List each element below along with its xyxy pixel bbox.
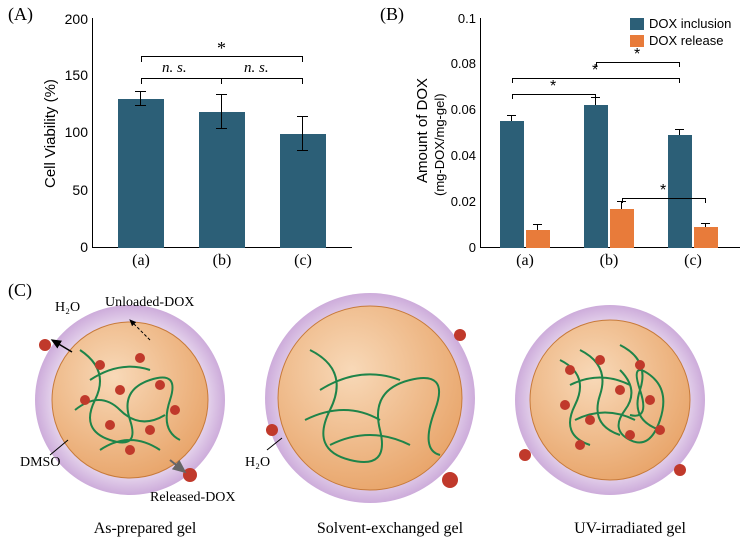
cat-b-2: (c): [678, 252, 708, 270]
legend-rel-label: DOX release: [649, 33, 723, 48]
sig-a-ns1: n. s.: [162, 60, 187, 77]
sig-a-ns2: n. s.: [244, 60, 269, 77]
bar-b-inc-1: [584, 105, 608, 248]
ytick-b-1: 0.02: [438, 194, 476, 209]
cat-b-1: (b): [594, 252, 624, 270]
sig-b-4: *: [660, 182, 666, 200]
panel-c-diagram: [20, 290, 740, 520]
h2o-label-1: H₂O: [55, 300, 80, 316]
h2o-label-2: H₂O: [245, 455, 270, 471]
gel-label-1: As-prepared gel: [70, 520, 220, 538]
bar-a-2: [280, 134, 326, 248]
bar-a-0: [118, 99, 164, 248]
panel-b-chart: 0 0.02 0.04 0.06 0.08 0.1 Amount of DOX …: [480, 18, 740, 248]
ytick-b-0: 0: [450, 240, 476, 255]
ylabel-b: Amount of DOX: [414, 78, 431, 183]
bar-b-rel-2: [694, 227, 718, 248]
sig-b-1: *: [550, 78, 556, 96]
dmso-label: DMSO: [20, 455, 60, 471]
unloaded-label: Unloaded-DOX: [105, 295, 194, 311]
legend-release: DOX release: [630, 33, 723, 48]
cat-a-1: (b): [207, 252, 237, 270]
bar-b-rel-0: [526, 230, 550, 248]
ytick-a-4: 200: [50, 11, 88, 27]
bar-a-1: [199, 112, 245, 248]
cat-b-0: (a): [510, 252, 540, 270]
gel-label-2: Solvent-exchanged gel: [290, 520, 490, 538]
cat-a-0: (a): [126, 252, 156, 270]
panel-b-label: (B): [380, 4, 404, 24]
ytick-b-4: 0.08: [438, 56, 476, 71]
ytick-a-0: 0: [62, 239, 88, 255]
bar-b-inc-0: [500, 121, 524, 248]
ytick-a-1: 50: [62, 182, 88, 198]
bar-b-rel-1: [610, 209, 634, 248]
ylabel-b-sub: (mg-DOX/mg-gel): [432, 93, 447, 196]
gel-label-3: UV-irradiated gel: [545, 520, 715, 538]
legend-inclusion: DOX inclusion: [630, 16, 731, 31]
cat-a-2: (c): [288, 252, 318, 270]
sig-b-3: *: [634, 46, 640, 64]
panel-a-label: (A): [8, 4, 33, 24]
released-label: Released-DOX: [150, 490, 236, 506]
bar-b-inc-2: [668, 135, 692, 248]
sig-a-star: *: [217, 38, 226, 59]
ylabel-a: Cell Viability (%): [42, 79, 59, 188]
ytick-b-5: 0.1: [448, 11, 476, 26]
panel-a-chart: 0 50 100 150 200 Cell Viability (%) n. s…: [92, 18, 352, 248]
legend-inc-label: DOX inclusion: [649, 16, 731, 31]
